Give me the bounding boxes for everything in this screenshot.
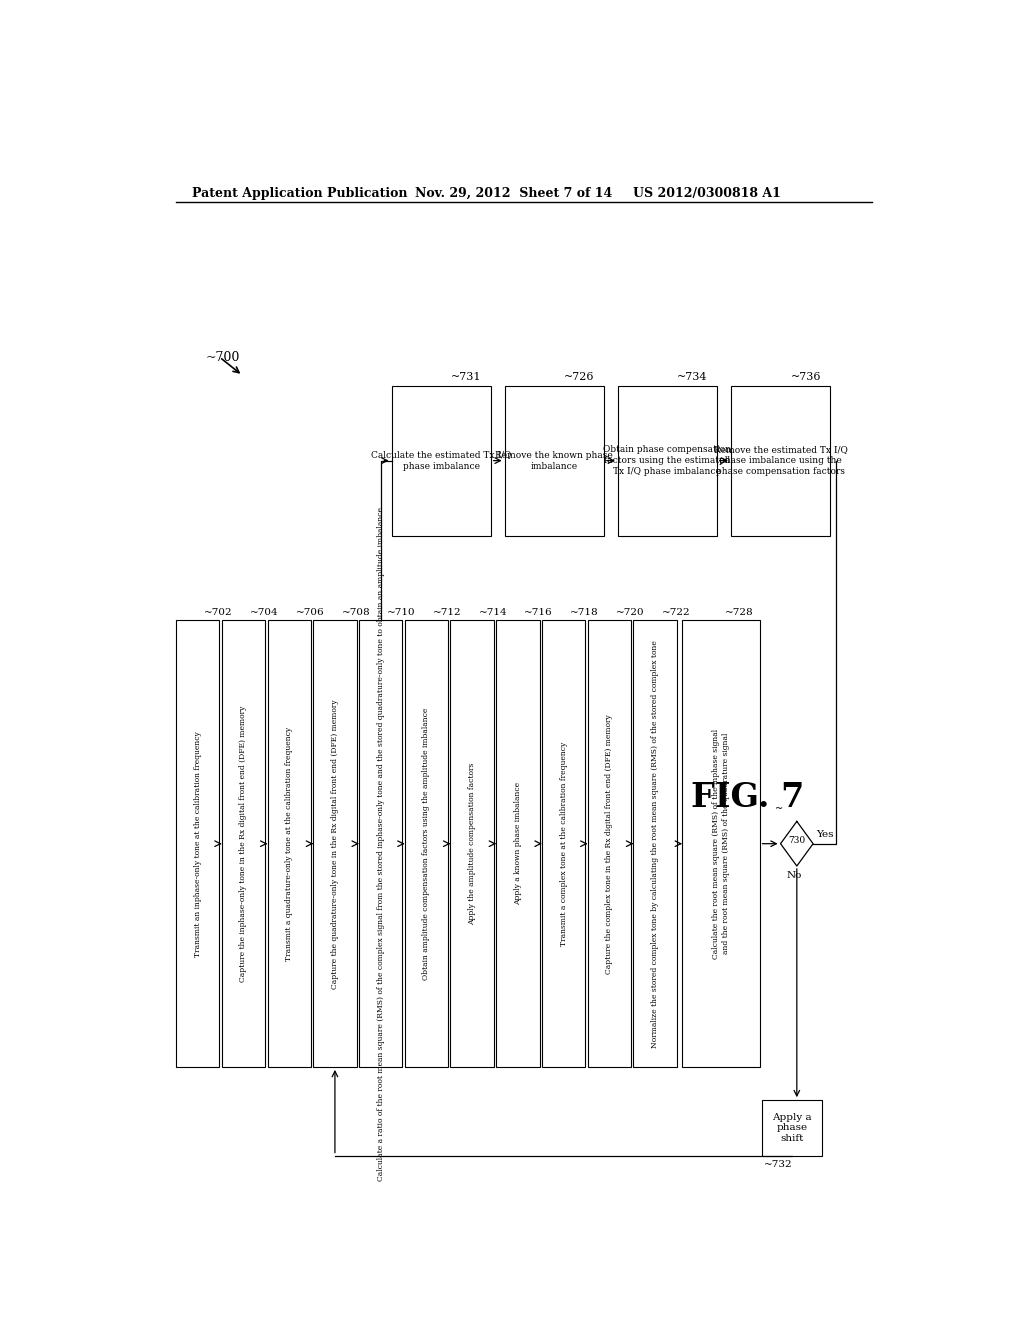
Text: Transmit an inphase-only tone at the calibration frequency: Transmit an inphase-only tone at the cal… — [194, 731, 202, 957]
Text: Apply the amplitude compensation factors: Apply the amplitude compensation factors — [468, 763, 476, 925]
FancyBboxPatch shape — [633, 620, 677, 1067]
Text: Capture the complex tone in the Rx digital front end (DFE) memory: Capture the complex tone in the Rx digit… — [605, 714, 613, 974]
Text: Nov. 29, 2012  Sheet 7 of 14: Nov. 29, 2012 Sheet 7 of 14 — [415, 187, 612, 199]
Text: ~734: ~734 — [677, 372, 708, 381]
Text: ~726: ~726 — [564, 372, 595, 381]
FancyBboxPatch shape — [404, 620, 449, 1067]
Text: Transmit a quadrature-only tone at the calibration frequency: Transmit a quadrature-only tone at the c… — [286, 726, 293, 961]
Text: ~714: ~714 — [478, 609, 507, 618]
Text: ~700: ~700 — [206, 351, 240, 364]
Text: ~732: ~732 — [764, 1160, 793, 1170]
Text: ~722: ~722 — [662, 609, 690, 618]
Text: Capture the quadrature-only tone in the Rx digital front end (DFE) memory: Capture the quadrature-only tone in the … — [331, 698, 339, 989]
FancyBboxPatch shape — [731, 385, 830, 536]
FancyBboxPatch shape — [682, 620, 760, 1067]
Text: ~731: ~731 — [451, 372, 481, 381]
Text: ~704: ~704 — [250, 609, 279, 618]
Text: Yes: Yes — [816, 830, 834, 840]
Text: ~710: ~710 — [387, 609, 416, 618]
Text: ~720: ~720 — [615, 609, 644, 618]
FancyBboxPatch shape — [762, 1100, 822, 1155]
Text: 730: 730 — [788, 836, 806, 845]
Text: Normalize the stored complex tone by calculating the root mean square (RMS) of t: Normalize the stored complex tone by cal… — [651, 640, 659, 1048]
Text: Calculate the root mean square (RMS) of the inphase signal
and the root mean squ: Calculate the root mean square (RMS) of … — [712, 729, 730, 958]
Text: Calculate a ratio of the root mean square (RMS) of the complex signal from the s: Calculate a ratio of the root mean squar… — [377, 507, 385, 1180]
Text: Calculate the estimated Tx I/Q
phase imbalance: Calculate the estimated Tx I/Q phase imb… — [371, 450, 511, 471]
Text: Apply a known phase imbalance: Apply a known phase imbalance — [514, 783, 522, 906]
FancyBboxPatch shape — [359, 620, 402, 1067]
FancyBboxPatch shape — [505, 385, 604, 536]
Text: US 2012/0300818 A1: US 2012/0300818 A1 — [633, 187, 781, 199]
FancyBboxPatch shape — [542, 620, 586, 1067]
Text: Capture the inphase-only tone in the Rx digital front end (DFE) memory: Capture the inphase-only tone in the Rx … — [240, 705, 248, 982]
FancyBboxPatch shape — [267, 620, 311, 1067]
Text: ~706: ~706 — [296, 609, 325, 618]
Text: Remove the known phase
imbalance: Remove the known phase imbalance — [496, 450, 613, 471]
FancyBboxPatch shape — [313, 620, 356, 1067]
Text: Patent Application Publication: Patent Application Publication — [191, 187, 408, 199]
Text: ~708: ~708 — [341, 609, 370, 618]
Text: ~712: ~712 — [433, 609, 462, 618]
Text: ~: ~ — [775, 804, 783, 813]
Text: ~728: ~728 — [725, 609, 754, 618]
Text: Apply a
phase
shift: Apply a phase shift — [772, 1113, 812, 1143]
FancyBboxPatch shape — [451, 620, 494, 1067]
FancyBboxPatch shape — [617, 385, 717, 536]
FancyBboxPatch shape — [391, 385, 490, 536]
Text: Obtain phase compensation
factors using the estimated
Tx I/Q phase imbalance: Obtain phase compensation factors using … — [603, 445, 731, 477]
FancyBboxPatch shape — [222, 620, 265, 1067]
Text: Transmit a complex tone at the calibration frequency: Transmit a complex tone at the calibrati… — [559, 742, 567, 946]
FancyBboxPatch shape — [588, 620, 631, 1067]
Text: ~718: ~718 — [570, 609, 599, 618]
FancyBboxPatch shape — [176, 620, 219, 1067]
Text: FIG. 7: FIG. 7 — [691, 781, 805, 814]
Text: Remove the estimated Tx I/Q
phase imbalance using the
phase compensation factors: Remove the estimated Tx I/Q phase imbala… — [714, 445, 848, 477]
Text: ~736: ~736 — [791, 372, 821, 381]
Text: ~716: ~716 — [524, 609, 553, 618]
Text: ~702: ~702 — [204, 609, 232, 618]
FancyBboxPatch shape — [496, 620, 540, 1067]
Text: No: No — [786, 871, 802, 879]
Text: Obtain amplitude compensation factors using the amplitude imbalance: Obtain amplitude compensation factors us… — [422, 708, 430, 979]
